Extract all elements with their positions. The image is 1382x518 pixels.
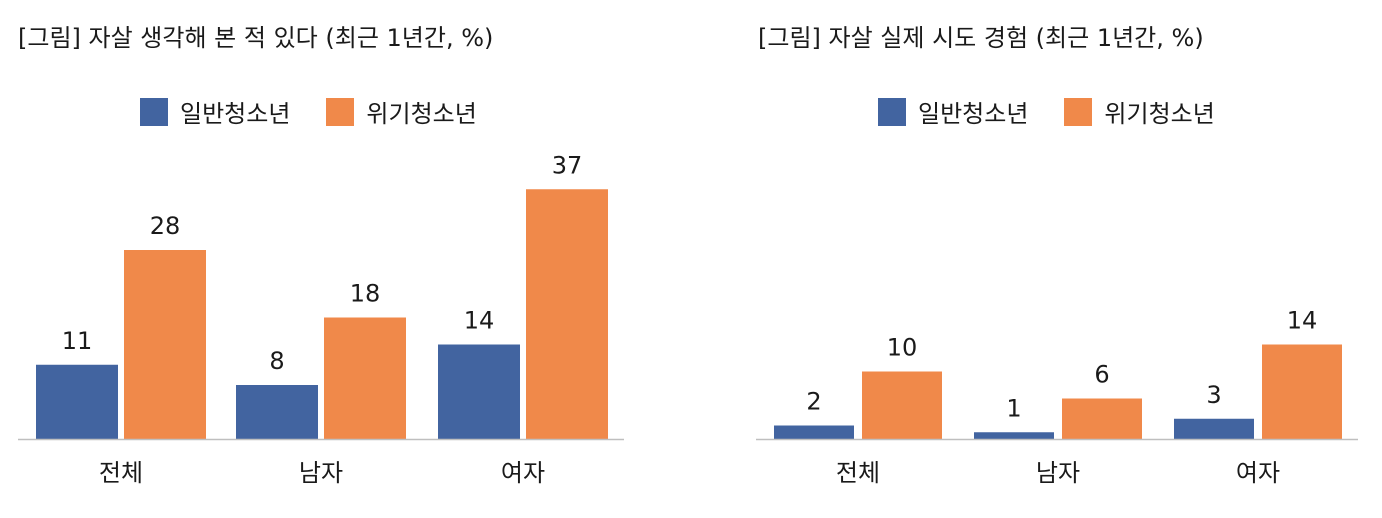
chart1-bar-1-series2 (124, 250, 206, 439)
chart2-bar-2-series2 (1062, 398, 1142, 439)
chart2-bar-2-series1 (974, 432, 1054, 439)
chart1-bar-2-series2 (324, 317, 406, 439)
chart2-category-label-2: 남자 (1036, 459, 1080, 487)
chart2-bar-3-series2 (1262, 344, 1342, 439)
chart2-data-label-1-series2: 10 (887, 334, 918, 362)
chart1-bar-3-series2 (526, 189, 608, 439)
chart1-legend-item-1: 일반청소년 (140, 94, 290, 129)
chart2-legend-label-2: 위기청소년 (1104, 100, 1215, 128)
chart2-bar-3-series1 (1174, 418, 1254, 439)
chart1-bar-3-series1 (438, 344, 520, 439)
chart2-category-label-1: 전체 (836, 459, 880, 487)
chart2-category-label-3: 여자 (1236, 459, 1280, 487)
chart1-category-label-1: 전체 (99, 459, 143, 487)
chart1-data-label-1-series2: 28 (150, 212, 181, 240)
chart1-data-label-3-series2: 37 (552, 151, 583, 179)
chart2-data-label-1-series1: 2 (806, 388, 821, 416)
chart1-data-label-2-series1: 8 (269, 347, 284, 375)
chart2-data-label-3-series2: 14 (1287, 307, 1318, 335)
chart2-legend-item-2: 위기청소년 (1064, 94, 1215, 129)
chart1-legend: 일반청소년 위기청소년 (140, 94, 503, 129)
chart1-category-label-2: 남자 (299, 459, 343, 487)
chart2-data-label-3-series1: 3 (1206, 381, 1221, 409)
chart2-legend-label-1: 일반청소년 (918, 100, 1029, 128)
chart2-data-label-2-series1: 1 (1006, 394, 1021, 422)
chart2-bar-1-series1 (774, 425, 854, 439)
chart2-bar-1-series2 (862, 371, 942, 439)
chart1-legend-swatch-1 (140, 97, 168, 126)
chart2-legend: 일반청소년 위기청소년 (878, 94, 1241, 129)
chart2-legend-item-1: 일반청소년 (878, 94, 1028, 129)
chart1-data-label-2-series2: 18 (350, 280, 381, 308)
chart1-bar-2-series1 (236, 385, 318, 439)
chart1-data-label-3-series1: 14 (464, 307, 495, 335)
chart1-bar-1-series1 (36, 364, 118, 439)
chart1-data-label-1-series1: 11 (62, 327, 93, 355)
chart1-title: [그림] 자살 생각해 본 적 있다 (최근 1년간, %) (18, 24, 494, 52)
chart1-legend-label-1: 일반청소년 (180, 100, 291, 128)
chart2-legend-swatch-2 (1064, 97, 1093, 126)
chart2-legend-swatch-1 (878, 97, 906, 126)
chart2-title: [그림] 자살 실제 시도 경험 (최근 1년간, %) (758, 24, 1204, 52)
chart1-legend-swatch-2 (326, 97, 355, 126)
chart1-category-label-3: 여자 (501, 459, 545, 487)
chart1-legend-label-2: 위기청소년 (366, 100, 477, 128)
chart2-data-label-2-series2: 6 (1094, 361, 1109, 389)
chart1-legend-item-2: 위기청소년 (326, 94, 477, 129)
